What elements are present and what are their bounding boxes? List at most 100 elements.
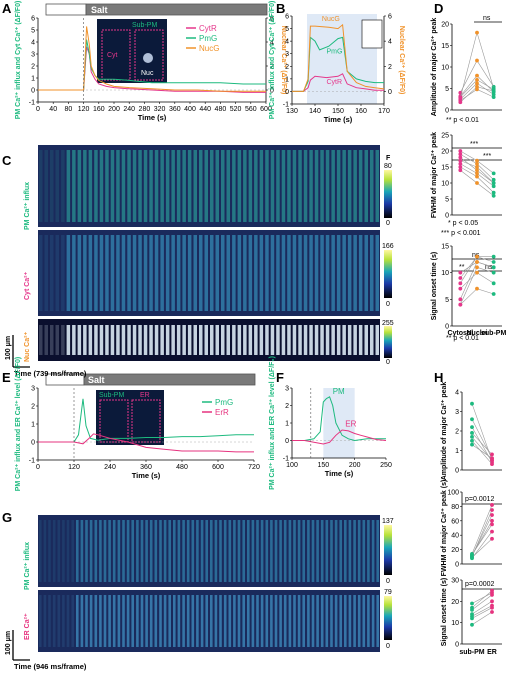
kymo-stripe (226, 325, 230, 355)
kymo-g-pm (38, 515, 380, 587)
point-D1-cell7-0 (458, 96, 463, 100)
point-H1-cell2-0 (470, 417, 474, 422)
kymo-stripe (232, 235, 236, 311)
kymo-stripe (154, 325, 159, 355)
kymo-stripe (344, 595, 347, 647)
ytick-r-label-B-2: 4 (388, 39, 392, 46)
point-H1-cell3-0 (470, 425, 474, 429)
ytick-label-F-0: -1 (283, 456, 289, 463)
kymo-stripe (94, 595, 98, 647)
kymo-stripe (165, 150, 170, 222)
ytick-r-label-B-1: 2 (388, 64, 392, 71)
point-H2-cell1-1 (490, 508, 494, 512)
kymo-stripe (66, 150, 71, 222)
kymo-stripe (55, 325, 59, 355)
kymo-stripe (52, 520, 56, 582)
xtick-label-A-11: 440 (199, 106, 211, 113)
kymo-stripe (276, 150, 280, 222)
point-D2-cell6-2 (491, 181, 496, 185)
kymo-stripe (176, 150, 181, 222)
point-D3-cell5-0 (458, 281, 463, 286)
kymo-stripe (99, 520, 102, 582)
point-D2-cell4-1 (475, 174, 479, 179)
kymo-stripe (331, 235, 335, 311)
kymo-stripe (182, 595, 185, 647)
ytick-label-D1-2: 10 (441, 65, 449, 72)
series-line-F-ER (292, 429, 387, 445)
kymo-stripe (314, 150, 319, 222)
pair-line-H3-cell3 (471, 601, 493, 615)
kymo-stripe (339, 595, 342, 647)
kymo-stripe (105, 325, 109, 355)
kymo-stripe (193, 150, 197, 222)
kymo-stripe (94, 325, 98, 355)
kymo-stripe (279, 520, 282, 582)
ytick-label-F-4: 3 (285, 386, 289, 393)
point-H2-cell7-0 (470, 552, 474, 557)
point-D2-cell3-0 (458, 161, 463, 166)
ylabel-D1: Amplitude of major Ca²⁺ peak (431, 18, 438, 117)
ylabel-H1: Amplitude of major Ca²⁺ peak (441, 382, 448, 481)
kymo-stripe (199, 235, 203, 311)
kymo-stripe (303, 150, 308, 222)
point-D1-cell7-1 (475, 30, 479, 35)
xlabel-E: Time (s) (132, 471, 161, 480)
kymo-stripe (191, 595, 195, 647)
kymo-stripe (279, 595, 282, 647)
kymo-stripe (281, 235, 286, 311)
ytick-label-B-1: 0 (285, 89, 289, 96)
kymo-stripe (237, 325, 242, 355)
kymo-g-colorbar1 (384, 525, 392, 575)
kymo-stripe (210, 325, 214, 355)
kymo-g-cb1-max: 137 (382, 518, 394, 525)
kymo-stripe (320, 520, 324, 582)
kymo-stripe (85, 595, 88, 647)
kymo-stripe (66, 520, 70, 582)
kymo-stripe (344, 520, 347, 582)
kymo-stripe (364, 235, 368, 311)
kymo-stripe (298, 235, 302, 311)
xtick-label-A-13: 520 (230, 106, 242, 113)
ytick-label-F-3: 2 (285, 403, 289, 410)
point-D1-cell1-1 (475, 81, 479, 86)
point-H2-cell2-1 (490, 518, 494, 523)
kymo-stripe (140, 520, 144, 582)
kymo-stripe (105, 150, 109, 222)
kymo-stripe (110, 150, 115, 222)
kymo-stripe (334, 595, 338, 647)
point-H3-cell3-1 (490, 599, 494, 604)
kymo-stripe (320, 325, 324, 355)
kymo-stripe (237, 520, 241, 582)
kymo-stripe (270, 150, 275, 222)
kymo-stripe (215, 150, 219, 222)
kymo-stripe (331, 150, 335, 222)
kymo-stripe (110, 325, 115, 355)
pair-line-H1-cell4 (471, 432, 493, 455)
legend-label-a-PmG: PmG (199, 34, 217, 43)
pair-line-H1-cell7 (471, 444, 493, 459)
xtick-label-B-3: 160 (355, 108, 367, 115)
ytick-label-A-7: 6 (31, 16, 35, 23)
kymo-stripe (276, 235, 280, 311)
pair-line-H2-cell6 (471, 538, 493, 558)
kymo-stripe (223, 520, 227, 582)
kymo-stripe (293, 595, 296, 647)
point-H1-cell6-0 (470, 438, 474, 443)
kymo-stripe (307, 520, 310, 582)
kymo-stripe (260, 595, 264, 647)
point-D3-cell4-1 (475, 270, 479, 275)
kymo-stripe (168, 520, 171, 582)
series-line-E-ErR (38, 433, 254, 453)
kymo-g: PM Ca²⁺ influx ER Ca²⁺ 137 0 79 0 100 μm… (5, 515, 394, 671)
kymo-stripe (233, 595, 236, 647)
kymo-stripe (303, 235, 308, 311)
kymo-stripe (66, 325, 71, 355)
kymo-stripe (316, 520, 319, 582)
kymo-stripe (353, 520, 356, 582)
d2-stat1: * p < 0.05 (448, 220, 478, 227)
kymo-stripe (314, 235, 319, 311)
kymo-stripe (270, 595, 273, 647)
ytick-label-D3-1: 5 (445, 297, 449, 304)
kymo-stripe (364, 150, 368, 222)
